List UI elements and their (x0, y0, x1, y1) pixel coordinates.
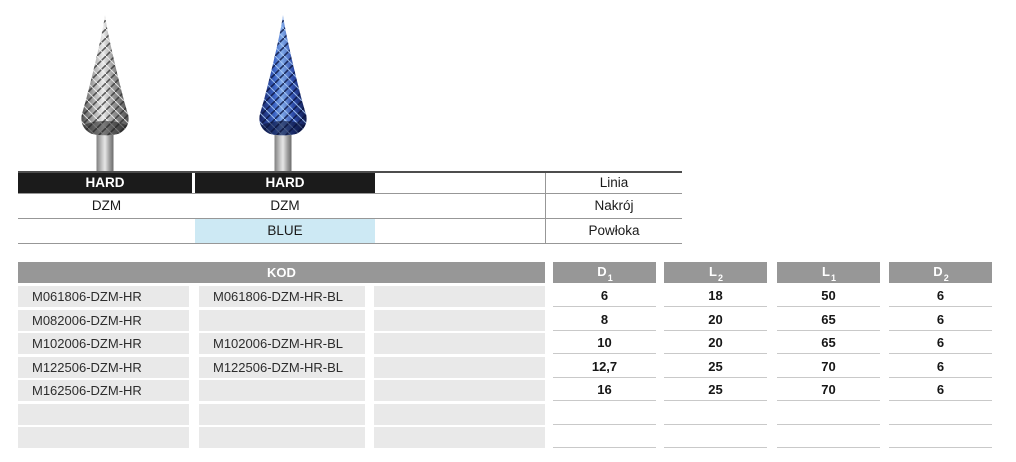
spec-label-nakroj: Nakrój (545, 194, 682, 218)
d1-value: 6 (553, 286, 656, 307)
code-cell-bl (199, 309, 365, 331)
code-cell: M082006-DZM-HR (18, 309, 189, 331)
code-cell-extra (374, 356, 545, 378)
l2-value: 18 (664, 286, 767, 307)
l1-value: 65 (777, 310, 880, 331)
spec-cell-line-3 (375, 173, 545, 193)
d2-value (889, 427, 992, 448)
catalog-table: KOD D1 L2 L1 D2 M061806-DZM-HR M061806-D… (18, 262, 992, 451)
code-cell-bl: M061806-DZM-HR-BL (199, 286, 365, 307)
l1-subscript: 1 (830, 272, 836, 283)
l1-value (777, 404, 880, 425)
spec-label-powloka: Powłoka (545, 219, 682, 243)
code-cell: M162506-DZM-HR (18, 380, 189, 401)
d1-value (553, 427, 656, 448)
code-cell (18, 427, 189, 448)
spec-cell-line-2: HARD (195, 173, 375, 193)
d2-column-header: D2 (889, 262, 992, 283)
d2-value: 6 (889, 286, 992, 307)
table-row: M122506-DZM-HR M122506-DZM-HR-BL 12,7 25… (18, 356, 992, 378)
blue-burr-image (259, 15, 307, 171)
steel-burr-image (81, 15, 129, 171)
kod-column-header: KOD (18, 262, 545, 283)
spec-cell-cut-3 (375, 194, 545, 218)
d2-value: 6 (889, 380, 992, 401)
spec-row-nakroj: DZM DZM Nakrój (18, 194, 682, 219)
code-cell (18, 403, 189, 425)
l2-value (664, 404, 767, 425)
code-cell-extra (374, 333, 545, 354)
code-cell-bl: M102006-DZM-HR-BL (199, 333, 365, 354)
l2-value: 25 (664, 380, 767, 401)
spec-row-powloka: BLUE Powłoka (18, 219, 682, 244)
code-cell-bl (199, 403, 365, 425)
catalog-table-header: KOD D1 L2 L1 D2 (18, 262, 992, 283)
code-cell: M102006-DZM-HR (18, 333, 189, 354)
spec-cell-coating-2: BLUE (195, 219, 375, 243)
code-cell-extra (374, 403, 545, 425)
d2-value: 6 (889, 310, 992, 331)
spec-row-linia: HARD HARD Linia (18, 173, 682, 194)
table-row (18, 427, 992, 448)
table-row: M102006-DZM-HR M102006-DZM-HR-BL 10 20 6… (18, 333, 992, 354)
l2-value: 20 (664, 310, 767, 331)
l1-value (777, 427, 880, 448)
spec-cell-line-1: HARD (18, 173, 195, 193)
spec-label-linia: Linia (545, 173, 682, 193)
spec-table: HARD HARD Linia DZM DZM Nakrój BLUE Powł… (18, 171, 682, 244)
code-cell-bl (199, 380, 365, 401)
spec-cell-cut-1: DZM (91, 198, 122, 213)
spec-cell-coating-3 (375, 219, 545, 243)
spec-cell-coating-1 (18, 219, 195, 243)
code-cell-extra (374, 286, 545, 307)
l1-value: 70 (777, 380, 880, 401)
l2-value: 20 (664, 333, 767, 354)
d1-column-header: D1 (553, 262, 656, 283)
l2-column-header: L2 (664, 262, 767, 283)
d1-value (553, 404, 656, 425)
d2-value: 6 (889, 357, 992, 378)
d2-subscript: 2 (943, 272, 949, 283)
table-row: M162506-DZM-HR 16 25 70 6 (18, 380, 992, 401)
d1-value: 12,7 (553, 357, 656, 378)
code-cell-extra (374, 427, 545, 448)
spec-cell-cut-2: DZM (270, 198, 300, 213)
d1-value: 8 (553, 310, 656, 331)
code-cell-extra (374, 380, 545, 401)
d1-letter: D (597, 264, 607, 279)
l1-letter: L (822, 264, 830, 279)
table-row: M061806-DZM-HR M061806-DZM-HR-BL 6 18 50… (18, 286, 992, 307)
code-cell-bl (199, 427, 365, 448)
l1-column-header: L1 (777, 262, 880, 283)
l1-value: 70 (777, 357, 880, 378)
l2-value: 25 (664, 357, 767, 378)
d1-value: 10 (553, 333, 656, 354)
code-cell-bl: M122506-DZM-HR-BL (199, 356, 365, 378)
d2-value (889, 404, 992, 425)
l1-value: 50 (777, 286, 880, 307)
d2-letter: D (933, 264, 943, 279)
code-cell: M122506-DZM-HR (18, 356, 189, 378)
table-row (18, 403, 992, 425)
d1-subscript: 1 (607, 272, 613, 283)
d1-value: 16 (553, 380, 656, 401)
code-cell-extra (374, 309, 545, 331)
l2-subscript: 2 (717, 272, 723, 283)
l1-value: 65 (777, 333, 880, 354)
l2-letter: L (709, 264, 717, 279)
l2-value (664, 427, 767, 448)
code-cell: M061806-DZM-HR (18, 286, 189, 307)
d2-value: 6 (889, 333, 992, 354)
table-row: M082006-DZM-HR 8 20 65 6 (18, 309, 992, 331)
